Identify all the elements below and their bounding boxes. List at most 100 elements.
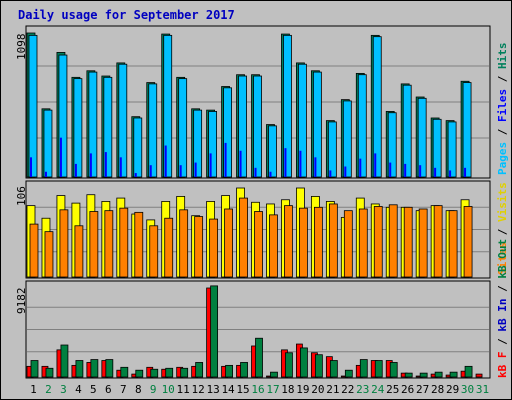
files-bar-15 [239, 150, 242, 177]
legend-kb-f: kB F [496, 351, 509, 379]
x-tick-label: 22 [341, 383, 355, 396]
pages-bar-1 [28, 34, 38, 178]
files-bar-6 [104, 152, 107, 177]
sites-bar-19 [299, 207, 308, 278]
files-bar-22 [344, 166, 347, 177]
legend-files: Files [496, 88, 509, 122]
sites-bar-18 [284, 205, 293, 278]
sites-bar-7 [119, 207, 129, 278]
x-tick-label: 14 [221, 383, 235, 396]
kbout-bar-11 [180, 367, 189, 378]
hits-panel-legend: Pages / Files / Hits [496, 42, 509, 176]
x-tick-label: 11 [176, 383, 190, 396]
pages-bar-8 [133, 117, 143, 178]
files-bar-30 [464, 167, 467, 177]
files-bar-23 [359, 158, 362, 177]
x-tick-label: 1 [30, 383, 37, 396]
x-tick-label: 31 [475, 383, 490, 396]
kbout-bar-4 [75, 360, 84, 378]
files-bar-26 [404, 163, 407, 177]
x-tick-label: 15 [236, 383, 250, 396]
sites-bar-30 [463, 206, 473, 278]
kbout-bar-19 [300, 347, 308, 378]
x-tick-label: 28 [430, 383, 445, 396]
files-bar-29 [449, 170, 452, 177]
files-bar-7 [119, 157, 122, 177]
kbout-bar-13 [210, 285, 219, 378]
kbytes-ymax-label: 9182 [15, 287, 28, 315]
files-bar-10 [164, 145, 167, 177]
pages-bar-5 [88, 71, 98, 178]
kbout-bar-6 [105, 359, 114, 378]
sites-bar-3 [59, 209, 69, 278]
x-tick-label: 4 [75, 383, 82, 396]
kbout-bar-21 [329, 360, 338, 378]
pages-bar-9 [148, 83, 158, 178]
kbout-bar-25 [389, 362, 398, 378]
kbout-bar-7 [120, 366, 129, 378]
sites-bar-22 [343, 210, 353, 278]
kbout-bar-2 [45, 367, 54, 378]
x-tick-label: 24 [371, 383, 385, 396]
files-bar-16 [254, 167, 257, 177]
kbout-bar-18 [285, 352, 293, 378]
sites-bar-4 [74, 225, 84, 278]
kbout-bar-1 [30, 360, 39, 378]
x-tick-label: 8 [134, 383, 142, 396]
sites-bar-23 [358, 208, 368, 278]
x-tick-label: 21 [326, 383, 340, 396]
files-bar-20 [314, 157, 317, 177]
sites-bar-5 [89, 211, 99, 278]
files-bar-11 [179, 165, 182, 177]
x-tick-label: 25 [386, 383, 400, 396]
sites-bar-2 [44, 231, 54, 278]
x-tick-label: 20 [311, 383, 325, 396]
pages-bar-6 [103, 76, 113, 178]
kbout-bar-12 [195, 362, 204, 378]
pages-bar-25 [387, 112, 397, 178]
sites-bar-14 [224, 208, 233, 278]
files-bar-17 [269, 171, 272, 177]
sites-bar-13 [209, 218, 219, 278]
pages-bar-19 [298, 63, 307, 178]
pages-bar-3 [58, 54, 68, 178]
files-bar-5 [89, 153, 92, 177]
files-bar-2 [44, 171, 47, 177]
files-bar-25 [389, 162, 392, 177]
kbout-bar-5 [90, 359, 99, 378]
pages-bar-28 [432, 118, 442, 178]
pages-bar-15 [238, 75, 247, 178]
files-bar-12 [194, 162, 197, 177]
pages-bar-7 [118, 63, 128, 178]
sites-bar-9 [149, 225, 159, 278]
files-bar-9 [149, 165, 152, 177]
files-bar-19 [299, 150, 302, 177]
sites-bar-20 [313, 206, 323, 278]
kbout-bar-24 [374, 360, 383, 378]
pages-bar-2 [43, 109, 53, 178]
kbout-bar-30 [464, 365, 473, 378]
kbytes-panel-legend: kB F / kB In / kB Out [496, 238, 509, 379]
kbout-bar-20 [314, 354, 323, 378]
files-bar-3 [59, 137, 62, 177]
x-tick-label: 27 [416, 383, 430, 396]
kbout-bar-9 [150, 368, 159, 378]
pages-bar-16 [253, 75, 262, 178]
files-bar-8 [134, 173, 137, 177]
hits-ymax-label: 1098 [15, 33, 28, 61]
legend-visits: Visits [496, 182, 509, 222]
x-tick-label: 13 [206, 383, 220, 396]
legend-kb-in: kB In [496, 298, 509, 332]
pages-bar-18 [283, 34, 292, 178]
files-bar-21 [329, 170, 332, 177]
pages-bar-21 [327, 121, 337, 178]
kbout-bar-23 [359, 359, 368, 378]
files-bar-1 [30, 157, 32, 177]
x-tick-label: 7 [119, 383, 127, 396]
pages-bar-14 [223, 87, 232, 178]
files-bar-4 [74, 163, 77, 177]
x-tick-label: 6 [105, 383, 112, 396]
sites-bar-10 [164, 217, 174, 278]
x-tick-label: 2 [45, 383, 52, 396]
